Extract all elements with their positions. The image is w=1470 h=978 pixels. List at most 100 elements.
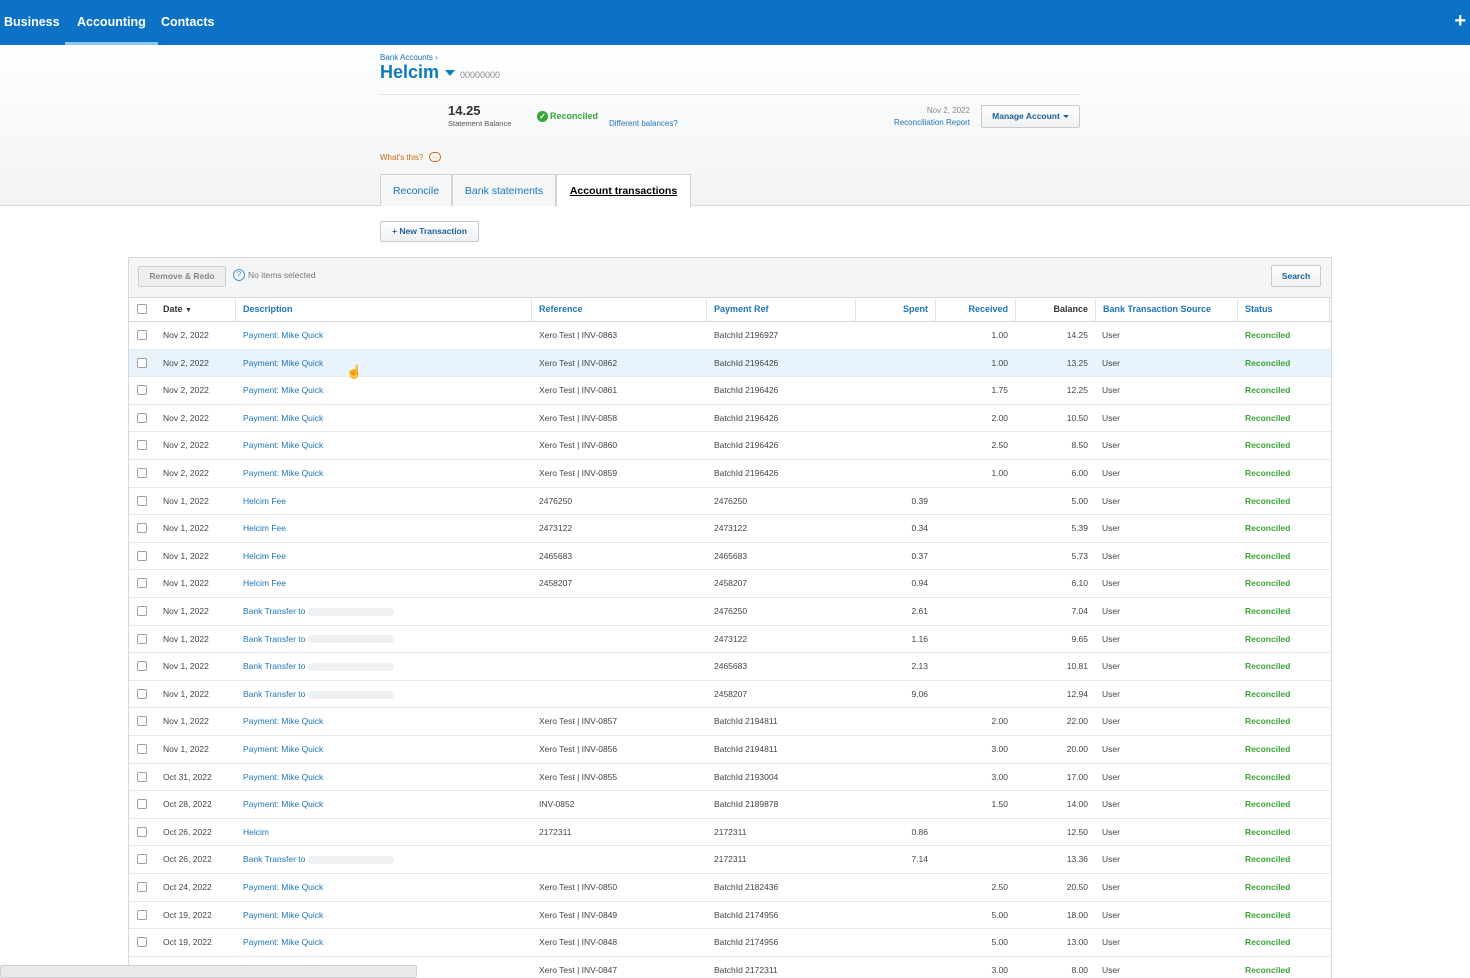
breadcrumb[interactable]: Bank Accounts ›: [380, 53, 438, 62]
cell-description[interactable]: Helcim Fee: [243, 570, 528, 597]
cell-description[interactable]: Payment: Mike Quick: [243, 405, 528, 432]
tab-bank-statements[interactable]: Bank statements: [452, 174, 556, 206]
table-row[interactable]: Oct 26, 2022 Helcim 2172311 2172311 0.86 12.5…: [129, 819, 1331, 847]
cell-description[interactable]: Payment: Mike Quick: [243, 764, 528, 791]
tab-reconcile[interactable]: Reconcile: [380, 174, 452, 206]
table-row[interactable]: Nov 1, 2022 Bank Transfer to 2458207 9.06 12…: [129, 681, 1331, 709]
table-row[interactable]: Nov 2, 2022 Payment: Mike Quick Xero Test …: [129, 322, 1331, 350]
row-checkbox[interactable]: [137, 661, 147, 672]
remove-redo-button[interactable]: Remove & Redo: [138, 266, 226, 287]
cell-description[interactable]: Payment: Mike Quick: [243, 377, 528, 404]
tab-account-transactions[interactable]: Account transactions: [556, 174, 691, 207]
table-row[interactable]: Oct 19, 2022 Payment: Mike Quick Xero Test…: [129, 929, 1331, 957]
row-checkbox[interactable]: [137, 440, 147, 451]
manage-account-button[interactable]: Manage Account: [981, 105, 1080, 128]
cell-description[interactable]: Payment: Mike Quick: [243, 736, 528, 763]
bottom-scrollbar[interactable]: [0, 965, 417, 978]
different-balances-link[interactable]: Different balances?: [609, 119, 678, 128]
row-checkbox[interactable]: [137, 357, 147, 368]
account-dropdown-caret-icon[interactable]: [445, 70, 455, 76]
column-status[interactable]: Status: [1238, 298, 1330, 321]
table-row[interactable]: Oct 28, 2022 Payment: Mike Quick INV-0852 B…: [129, 791, 1331, 819]
row-checkbox[interactable]: [137, 799, 147, 810]
nav-business[interactable]: Business: [4, 15, 60, 29]
cell-description[interactable]: Bank Transfer to: [243, 681, 528, 708]
nav-contacts[interactable]: Contacts: [161, 15, 215, 29]
table-row[interactable]: Nov 1, 2022 Helcim Fee 2465683 2465683 0.37 5…: [129, 543, 1331, 571]
column-spent[interactable]: Spent: [856, 298, 936, 321]
row-checkbox[interactable]: [137, 854, 147, 865]
column-reference[interactable]: Reference: [532, 298, 707, 321]
row-checkbox[interactable]: [137, 468, 147, 478]
cell-description[interactable]: Helcim Fee: [243, 543, 528, 570]
whats-this-link[interactable]: What's this?: [380, 153, 424, 162]
row-checkbox[interactable]: [137, 826, 147, 837]
cell-description[interactable]: Payment: Mike Quick: [243, 708, 528, 735]
row-checkbox[interactable]: [137, 606, 147, 616]
cell-description[interactable]: Payment: Mike Quick: [243, 322, 528, 349]
cell-description[interactable]: Helcim Fee: [243, 488, 528, 515]
table-row[interactable]: Nov 2, 2022 Payment: Mike Quick Xero Test …: [129, 405, 1331, 433]
column-balance[interactable]: Balance: [1016, 298, 1096, 321]
help-icon[interactable]: ?: [233, 269, 245, 281]
cell-description[interactable]: Payment: Mike Quick: [243, 929, 528, 956]
table-row[interactable]: Nov 2, 2022 Payment: Mike Quick Xero Test …: [129, 377, 1331, 405]
row-checkbox[interactable]: [137, 578, 147, 589]
column-date[interactable]: Date ▼: [156, 298, 236, 321]
table-row[interactable]: Nov 1, 2022 Payment: Mike Quick Xero Test …: [129, 708, 1331, 736]
cell-description[interactable]: Payment: Mike Quick: [243, 791, 528, 818]
row-checkbox[interactable]: [137, 330, 147, 340]
account-name[interactable]: Helcim: [380, 62, 440, 82]
column-payment-ref[interactable]: Payment Ref: [707, 298, 856, 321]
cell-balance: 20.50: [1016, 874, 1088, 901]
table-row[interactable]: Nov 1, 2022 Bank Transfer to 2473122 1.16 9.…: [129, 626, 1331, 654]
table-row[interactable]: Nov 2, 2022 Payment: Mike Quick Xero Test …: [129, 432, 1331, 460]
row-checkbox[interactable]: [137, 523, 147, 534]
table-row[interactable]: Nov 1, 2022 Helcim Fee 2473122 2473122 0.34 5…: [129, 515, 1331, 543]
column-description[interactable]: Description: [236, 298, 532, 321]
table-row[interactable]: Oct 24, 2022 Payment: Mike Quick Xero Test…: [129, 874, 1331, 902]
row-checkbox[interactable]: [137, 688, 147, 699]
table-row[interactable]: Nov 1, 2022 Helcim Fee 2476250 2476250 0.39 5…: [129, 488, 1331, 516]
row-checkbox[interactable]: [137, 412, 147, 423]
reconciliation-report-link[interactable]: Reconciliation Report: [893, 118, 970, 127]
cell-description[interactable]: Bank Transfer to: [243, 626, 528, 653]
row-checkbox[interactable]: [137, 495, 147, 506]
row-checkbox[interactable]: [137, 771, 147, 782]
new-transaction-button[interactable]: + New Transaction: [380, 221, 479, 242]
table-row[interactable]: Nov 2, 2022 Payment: Mike Quick Xero Test …: [129, 460, 1331, 488]
table-row[interactable]: Nov 2, 2022 Payment: Mike Quick Xero Test …: [129, 349, 1331, 378]
table-row[interactable]: Nov 1, 2022 Payment: Mike Quick Xero Test …: [129, 736, 1331, 764]
column-received[interactable]: Received: [936, 298, 1016, 321]
row-checkbox[interactable]: [137, 744, 147, 754]
row-checkbox[interactable]: [137, 716, 147, 727]
table-row[interactable]: Nov 1, 2022 Bank Transfer to 2465683 2.13 10…: [129, 653, 1331, 681]
row-checkbox[interactable]: [137, 633, 147, 644]
row-checkbox[interactable]: [137, 550, 147, 561]
cell-description[interactable]: Payment: Mike Quick: [243, 874, 528, 901]
cell-description[interactable]: Payment: Mike Quick: [243, 902, 528, 929]
row-checkbox[interactable]: [137, 882, 147, 892]
row-checkbox[interactable]: [137, 937, 147, 948]
add-plus-icon[interactable]: +: [1454, 10, 1466, 32]
nav-accounting[interactable]: Accounting: [65, 0, 158, 45]
cell-description[interactable]: Payment: Mike Quick: [243, 432, 528, 459]
table-row[interactable]: Nov 1, 2022 Helcim Fee 2458207 2458207 0.94 6…: [129, 570, 1331, 598]
search-button[interactable]: Search: [1271, 265, 1321, 287]
table-row[interactable]: Oct 19, 2022 Payment: Mike Quick Xero Test…: [129, 902, 1331, 930]
column-bank-transaction-source[interactable]: Bank Transaction Source: [1096, 298, 1238, 321]
cell-description[interactable]: Helcim Fee: [243, 515, 528, 542]
table-row[interactable]: Oct 26, 2022 Bank Transfer to 2172311 7.14 1…: [129, 846, 1331, 874]
cell-description[interactable]: Bank Transfer to: [243, 598, 528, 625]
cell-description[interactable]: Bank Transfer to: [243, 846, 528, 873]
cell-description[interactable]: Helcim: [243, 819, 528, 846]
row-checkbox[interactable]: [137, 385, 147, 396]
table-row[interactable]: Oct 31, 2022 Payment: Mike Quick Xero Test…: [129, 764, 1331, 792]
cell-description[interactable]: Bank Transfer to: [243, 653, 528, 680]
cell-description[interactable]: Payment: Mike Quick: [243, 350, 528, 377]
select-all-checkbox[interactable]: [137, 304, 147, 314]
row-checkbox[interactable]: [137, 909, 147, 920]
cell-description[interactable]: Payment: Mike Quick: [243, 460, 528, 487]
speech-bubble-icon[interactable]: …: [429, 152, 441, 162]
table-row[interactable]: Nov 1, 2022 Bank Transfer to 2476250 2.61 7.…: [129, 598, 1331, 626]
